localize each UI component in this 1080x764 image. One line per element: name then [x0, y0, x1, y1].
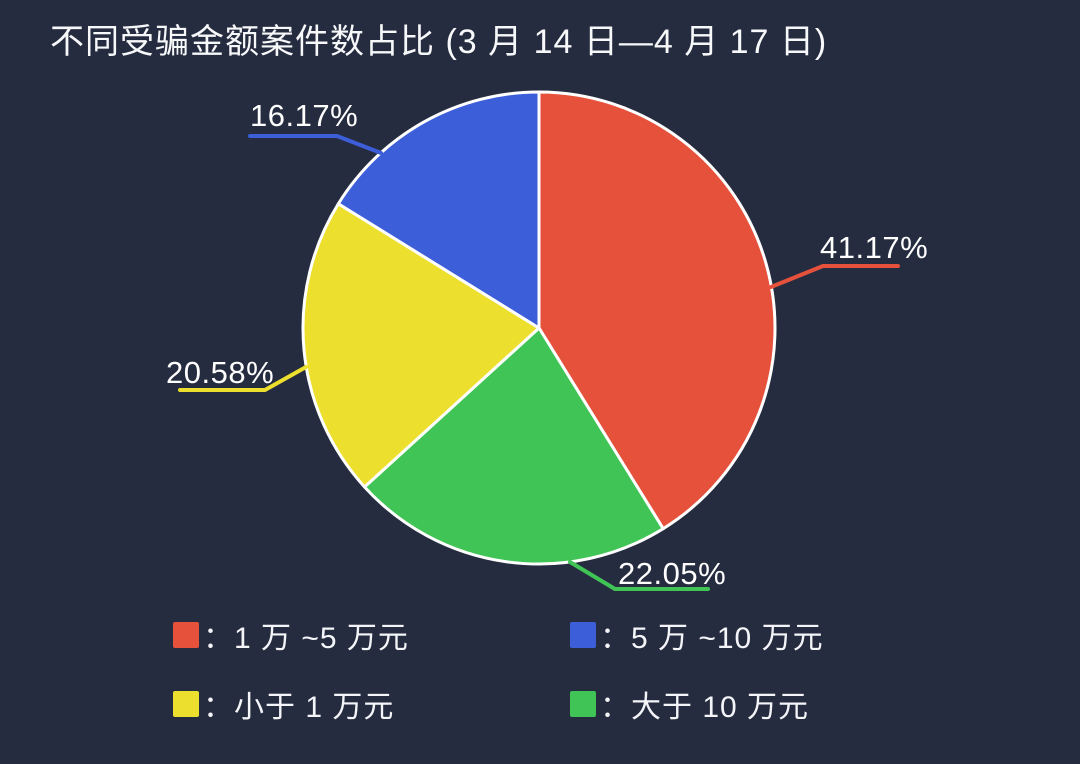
pie-slice-under1wan: [301, 202, 541, 489]
pct-label-under1wan: 20.58%: [166, 355, 275, 390]
legend-label-under1wan: ：小于 1 万元: [203, 691, 395, 724]
pct-label-over10wan: 22.05%: [618, 556, 727, 591]
leader-line-over10wan: [568, 560, 710, 591]
legend-item-under1wan: ：小于 1 万元: [173, 690, 394, 724]
pie-slice-5to10wan: [336, 90, 541, 330]
legend-swatch-blue: [570, 622, 596, 648]
legend-item-over10wan: ：大于 10 万元: [570, 690, 809, 724]
leader-line-5to10wan: [248, 134, 383, 155]
leader-line-1to5wan: [769, 264, 900, 289]
pie-slice-1to5wan: [537, 90, 777, 531]
pct-label-5to10wan: 16.17%: [250, 98, 359, 133]
pct-label-1to5wan: 41.17%: [820, 230, 929, 265]
legend-swatch-green: [570, 691, 596, 717]
legend-item-1to5wan: ：1 万 ~5 万元: [173, 621, 409, 655]
legend-item-5to10wan: ：5 万 ~10 万元: [570, 621, 824, 655]
legend-swatch-yellow: [173, 691, 199, 717]
legend-label-over10wan: ：大于 10 万元: [600, 691, 810, 724]
chart-title: 不同受骗金额案件数占比 (3 月 14 日—4 月 17 日): [50, 23, 828, 61]
legend-label-1to5wan: ：1 万 ~5 万元: [203, 622, 409, 655]
pie-slice-over10wan: [363, 326, 665, 566]
legend-label-5to10wan: ：5 万 ~10 万元: [600, 622, 824, 655]
leader-line-under1wan: [178, 365, 308, 392]
legend-swatch-red: [173, 622, 199, 648]
